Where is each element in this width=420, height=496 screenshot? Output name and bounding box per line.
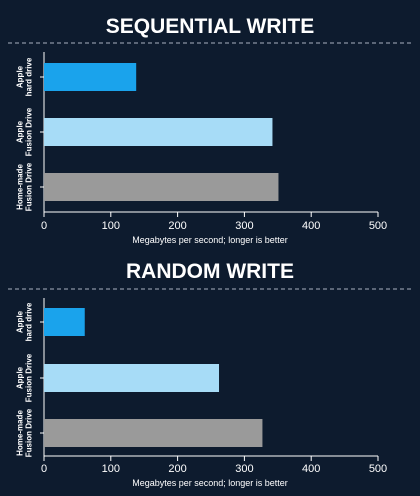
bar (44, 308, 85, 336)
bar (44, 118, 273, 146)
category-label-line: hard drive (25, 302, 34, 341)
category-label-line: Apple (16, 366, 25, 389)
chart-title: RANDOM WRITE (126, 260, 294, 283)
x-tick-label: 400 (302, 463, 320, 475)
category-label-line: Home-made (16, 410, 25, 456)
category-label-line: Apple (16, 65, 25, 88)
bar (44, 173, 279, 201)
category-label-line: Fusion Drive (25, 107, 34, 156)
x-tick-label: 0 (41, 463, 47, 475)
category-label-line: Home-made (16, 164, 25, 210)
x-tick-label: 300 (235, 463, 253, 475)
bar (44, 364, 220, 392)
category-label: AppleFusion Drive (16, 353, 34, 402)
category-label-line: Fusion Drive (25, 408, 34, 457)
category-label-line: Apple (16, 310, 25, 333)
category-label-line: hard drive (25, 57, 34, 96)
x-tick-label: 100 (102, 220, 120, 232)
category-label-line: Fusion Drive (25, 162, 34, 211)
x-tick-label: 300 (235, 220, 253, 232)
x-tick-label: 100 (102, 463, 120, 475)
category-label: Home-madeFusion Drive (16, 408, 34, 457)
x-tick-label: 500 (369, 220, 387, 232)
x-tick-label: 500 (369, 463, 387, 475)
chart-title: SEQUENTIAL WRITE (106, 15, 314, 38)
x-tick-label: 0 (41, 220, 47, 232)
category-label: Applehard drive (16, 57, 34, 96)
x-tick-label: 400 (302, 220, 320, 232)
bar (44, 63, 137, 91)
x-axis-label: Megabytes per second; longer is better (132, 478, 288, 488)
x-tick-label: 200 (168, 463, 186, 475)
category-label: Applehard drive (16, 302, 34, 341)
x-tick-label: 200 (168, 220, 186, 232)
bar (44, 419, 263, 447)
category-label-line: Apple (16, 120, 25, 143)
category-label-line: Fusion Drive (25, 353, 34, 402)
category-label: Home-madeFusion Drive (16, 162, 34, 211)
category-label: AppleFusion Drive (16, 107, 34, 156)
x-axis-label: Megabytes per second; longer is better (132, 235, 288, 245)
